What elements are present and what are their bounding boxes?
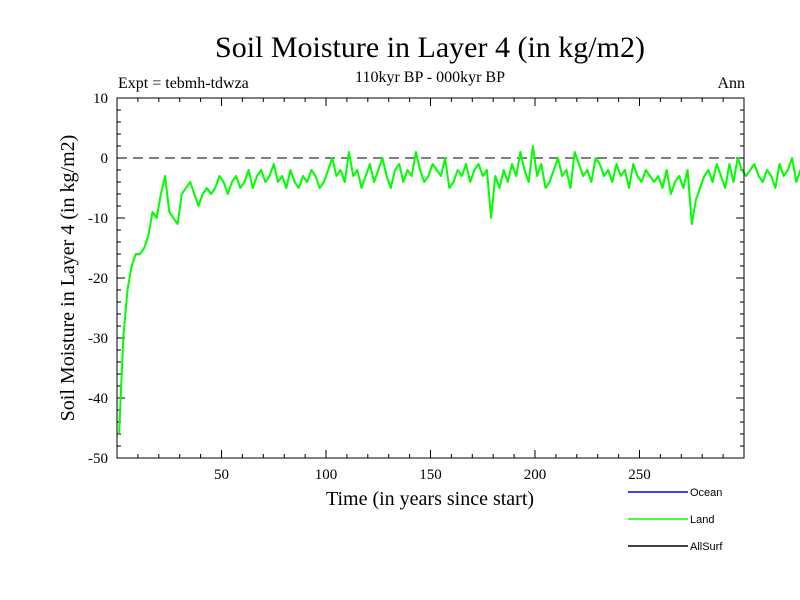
x-tick-label: 100	[315, 467, 338, 483]
legend-land-label: Land	[690, 514, 714, 526]
x-axis-ticks: 50 100 150 200 250	[137, 98, 724, 483]
x-tick-label: 200	[524, 467, 547, 483]
y-tick-label: -30	[88, 331, 108, 347]
y-tick-label: -50	[88, 451, 108, 467]
y-tick-label: -40	[88, 391, 108, 407]
chart-title: Soil Moisture in Layer 4 (in kg/m2)	[215, 31, 645, 64]
experiment-label: Expt = tebmh-tdwza	[118, 75, 249, 92]
y-tick-label: -20	[88, 271, 108, 287]
y-tick-label: 10	[93, 91, 108, 107]
chart-subtitle: 110kyr BP - 000kyr BP	[355, 69, 505, 86]
y-tick-label: 0	[101, 151, 109, 167]
land-series-line	[118, 145, 800, 435]
y-tick-label: -10	[88, 211, 108, 227]
x-tick-label: 150	[419, 467, 442, 483]
season-label: Ann	[717, 75, 745, 92]
legend-ocean-label: Ocean	[690, 487, 722, 499]
legend-allsurf-label: AllSurf	[690, 541, 723, 553]
x-tick-label: 250	[628, 467, 651, 483]
x-axis-label: Time (in years since start)	[326, 488, 534, 510]
x-tick-label: 50	[214, 467, 229, 483]
legend: Ocean Land AllSurf	[628, 487, 723, 553]
plot-frame	[116, 97, 745, 459]
y-axis-label: Soil Moisture in Layer 4 (in kg/m2)	[57, 135, 79, 422]
y-axis-ticks: 10 0 -10 -20 -30 -40 -50	[88, 91, 744, 467]
